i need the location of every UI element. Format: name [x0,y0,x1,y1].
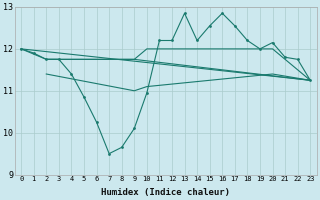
X-axis label: Humidex (Indice chaleur): Humidex (Indice chaleur) [101,188,230,197]
